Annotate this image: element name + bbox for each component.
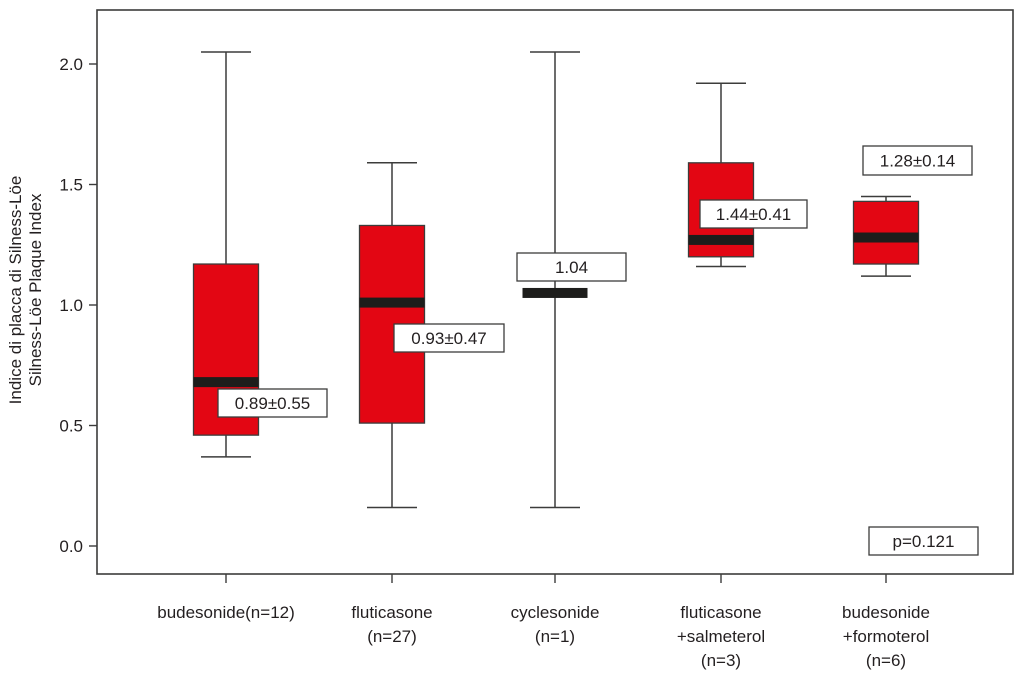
x-tick-label: +salmeterol — [677, 627, 765, 646]
x-tick-label: fluticasone — [351, 603, 432, 622]
stat-annotation-text: 1.04 — [555, 258, 588, 277]
stat-annotation: 1.28±0.14 — [862, 145, 973, 176]
stat-annotation: 1.04 — [516, 252, 627, 282]
x-tick-label: (n=1) — [535, 627, 575, 646]
median-bar — [359, 297, 425, 308]
stat-annotation: 0.89±0.55 — [217, 388, 328, 418]
p-value-box — [868, 526, 979, 556]
y-tick-label: 1.0 — [59, 296, 83, 315]
stat-annotation-box — [217, 388, 328, 418]
stat-annotation-text: 0.89±0.55 — [235, 394, 311, 413]
x-tick-label: cyclesonide — [511, 603, 600, 622]
stat-annotation-text: 1.28±0.14 — [880, 152, 956, 171]
median-bar — [522, 287, 588, 298]
stat-annotation-text: 1.44±0.41 — [716, 205, 792, 224]
y-axis: 0.0 0.5 1.0 1.5 2.0 — [59, 55, 97, 556]
stat-annotation-box — [516, 252, 627, 282]
y-axis-title-line: Indice di placca di Silness-Löe — [6, 176, 25, 405]
y-tick-label: 1.5 — [59, 176, 83, 195]
stat-annotation-text: 0.93±0.47 — [411, 329, 487, 348]
x-tick-label: (n=27) — [367, 627, 417, 646]
x-tick-label: fluticasone — [680, 603, 761, 622]
annotations-layer: 0.89±0.55 0.93±0.47 1.04 1.44±0.41 1.28±0.14… — [217, 145, 979, 556]
p-value-text: p=0.121 — [893, 532, 955, 551]
x-axis: budesonide(n=12) fluticasone (n=27) cycleso… — [157, 574, 930, 670]
y-tick-label: 0.0 — [59, 537, 83, 556]
box-group — [687, 82, 755, 268]
stat-annotation: 1.44±0.41 — [699, 199, 808, 229]
stat-annotation: 0.93±0.47 — [393, 323, 505, 353]
x-tick-label: (n=6) — [866, 651, 906, 670]
median-bar — [853, 232, 919, 243]
p-value-annotation: p=0.121 — [868, 526, 979, 556]
x-tick-label: budesonide — [842, 603, 930, 622]
x-tick-label: +formoterol — [843, 627, 929, 646]
y-tick-label: 2.0 — [59, 55, 83, 74]
median-bar — [688, 234, 754, 245]
median-bar — [193, 377, 259, 388]
box-group — [852, 195, 920, 277]
y-tick-label: 0.5 — [59, 417, 83, 436]
y-axis-title-line: Silness-Löe Plaque Index — [26, 193, 45, 386]
y-axis-title: Indice di placca di Silness-Löe Silness-L… — [6, 176, 45, 405]
stat-annotation-box — [862, 145, 973, 176]
x-tick-label: budesonide(n=12) — [157, 603, 295, 622]
stat-annotation-box — [699, 199, 808, 229]
x-tick-label: (n=3) — [701, 651, 741, 670]
stat-annotation-box — [393, 323, 505, 353]
